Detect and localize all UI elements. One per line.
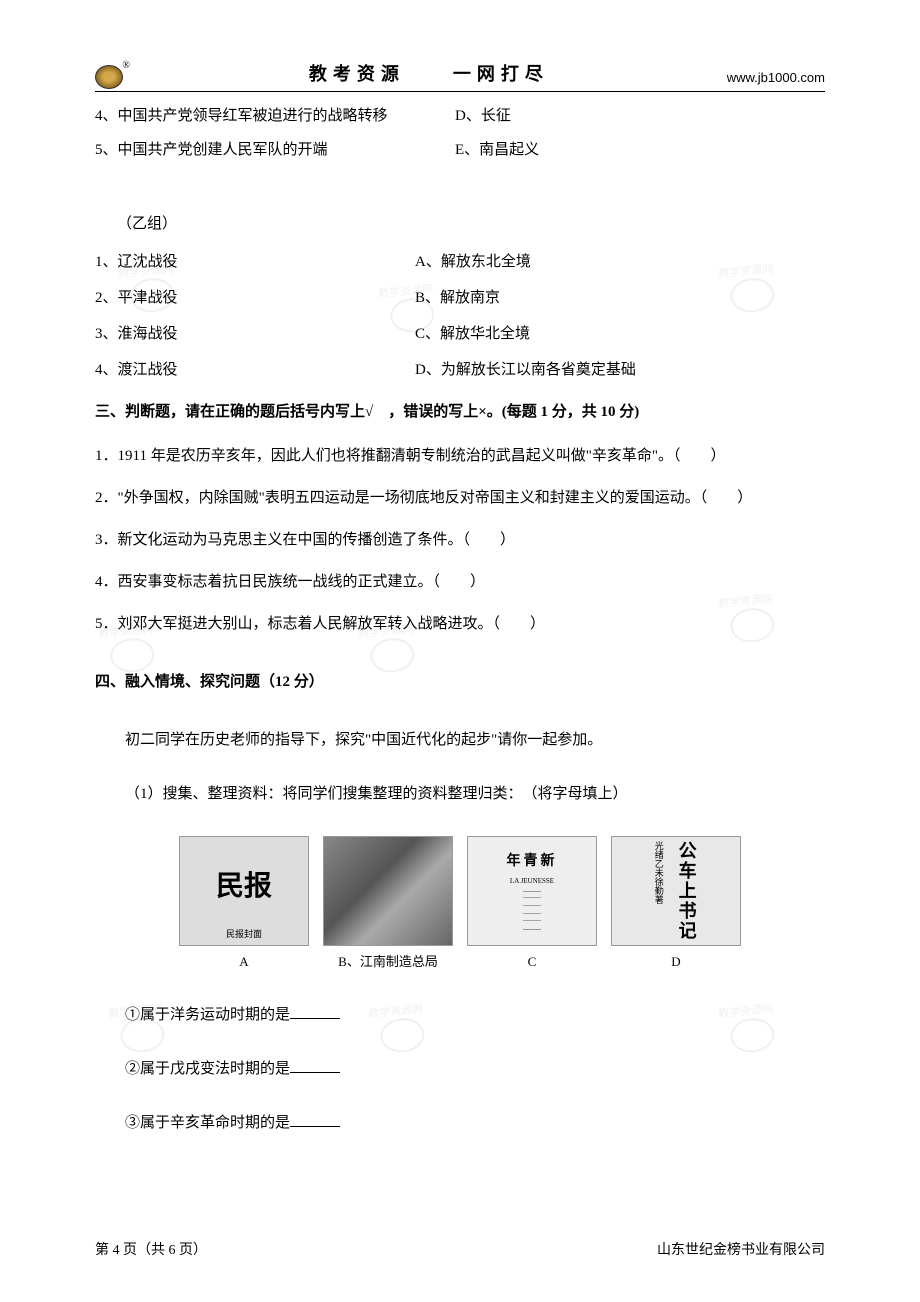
image-c-lines: ————————————	[523, 891, 541, 930]
match-left: 3、淮海战役	[95, 322, 415, 346]
judge-item: 4．西安事变标志着抗日民族统一战线的正式建立。（ ）	[95, 570, 825, 594]
judgment-list: 1．1911 年是农历辛亥年，因此人们也将推翻清朝专制统治的武昌起义叫做"辛亥革…	[95, 444, 825, 636]
match-row: 2、平津战役 B、解放南京	[95, 286, 825, 310]
images-row: 民报 民报封面 年青新 LA JEUNESSE ———————————— 光绪乙…	[95, 836, 825, 946]
judge-item: 5．刘邓大军挺进大别山，标志着人民解放军转入战略进攻。（ ）	[95, 612, 825, 636]
group-b-label: （乙组）	[117, 212, 825, 236]
match-left: 4、渡江战役	[95, 358, 415, 382]
image-d-book: 光绪乙未徐勤著 公车上书记	[611, 836, 741, 946]
label-d: D	[611, 952, 741, 973]
page-footer: 第 4 页（共 6 页） 山东世纪金榜书业有限公司	[95, 1240, 825, 1262]
image-b-factory	[323, 836, 453, 946]
page-header: 教考资源 一网打尽 www.jb1000.com	[95, 60, 825, 92]
section3-title: 三、判断题，请在正确的题后括号内写上√ ，错误的写上×。(每题 1 分，共 10…	[95, 400, 825, 424]
image-d-col2: 光绪乙未徐勤著	[651, 841, 665, 941]
match-right: A、解放东北全境	[415, 250, 825, 274]
match-right: B、解放南京	[415, 286, 825, 310]
image-a-text: 民报	[216, 865, 272, 910]
logo-icon	[95, 65, 123, 89]
image-labels-row: A B、江南制造总局 C D	[95, 952, 825, 973]
match-left: 4、中国共产党领导红军被迫进行的战略转移	[95, 104, 455, 128]
match-left: 2、平津战役	[95, 286, 415, 310]
header-url: www.jb1000.com	[727, 68, 825, 89]
match-row: 1、辽沈战役 A、解放东北全境	[95, 250, 825, 274]
fill-item-3: ③属于辛亥革命时期的是	[125, 1111, 825, 1135]
footer-page-number: 第 4 页（共 6 页）	[95, 1240, 207, 1262]
judge-item: 1．1911 年是农历辛亥年，因此人们也将推翻清朝专制统治的武昌起义叫做"辛亥革…	[95, 444, 825, 468]
fill-item-1: ①属于洋务运动时期的是	[125, 1003, 825, 1027]
match-right: D、长征	[455, 104, 825, 128]
label-a: A	[179, 952, 309, 973]
match-row: 3、淮海战役 C、解放华北全境	[95, 322, 825, 346]
blank-line	[290, 1005, 340, 1019]
match-row: 4、中国共产党领导红军被迫进行的战略转移 D、长征	[95, 104, 825, 128]
judge-item: 3．新文化运动为马克思主义在中国的传播创造了条件。（ ）	[95, 528, 825, 552]
fill-item-2: ②属于戊戌变法时期的是	[125, 1057, 825, 1081]
judge-item: 2．"外争国权，内除国贼"表明五四运动是一场彻底地反对帝国主义和封建主义的爱国运…	[95, 486, 825, 510]
blank-line	[290, 1113, 340, 1127]
match-row: 4、渡江战役 D、为解放长江以南各省奠定基础	[95, 358, 825, 382]
match-right: D、为解放长江以南各省奠定基础	[415, 358, 825, 382]
section4-intro: 初二同学在历史老师的指导下，探究"中国近代化的起步"请你一起参加。	[95, 728, 825, 752]
image-c-magazine: 年青新 LA JEUNESSE ————————————	[467, 836, 597, 946]
section4-title: 四、融入情境、探究问题（12 分）	[95, 670, 825, 694]
section4-task: （1）搜集、整理资料：将同学们搜集整理的资料整理归类： （将字母填上）	[125, 782, 825, 806]
image-d-col1: 公车上书记	[672, 841, 701, 941]
image-c-subtitle: LA JEUNESSE	[510, 876, 554, 887]
blank-line	[290, 1059, 340, 1073]
header-title: 教考资源 一网打尽	[131, 60, 727, 89]
match-left: 1、辽沈战役	[95, 250, 415, 274]
top-matching-group: 4、中国共产党领导红军被迫进行的战略转移 D、长征 5、中国共产党创建人民军队的…	[95, 104, 825, 162]
label-b: B、江南制造总局	[323, 952, 453, 973]
group-b-matching: 1、辽沈战役 A、解放东北全境 2、平津战役 B、解放南京 3、淮海战役 C、解…	[95, 250, 825, 382]
match-row: 5、中国共产党创建人民军队的开端 E、南昌起义	[95, 138, 825, 162]
match-right: E、南昌起义	[455, 138, 825, 162]
image-a-caption: 民报封面	[226, 927, 262, 941]
footer-company: 山东世纪金榜书业有限公司	[657, 1240, 825, 1262]
match-right: C、解放华北全境	[415, 322, 825, 346]
label-c: C	[467, 952, 597, 973]
image-c-title: 年青新	[507, 851, 558, 873]
image-a-minbao: 民报 民报封面	[179, 836, 309, 946]
match-left: 5、中国共产党创建人民军队的开端	[95, 138, 455, 162]
